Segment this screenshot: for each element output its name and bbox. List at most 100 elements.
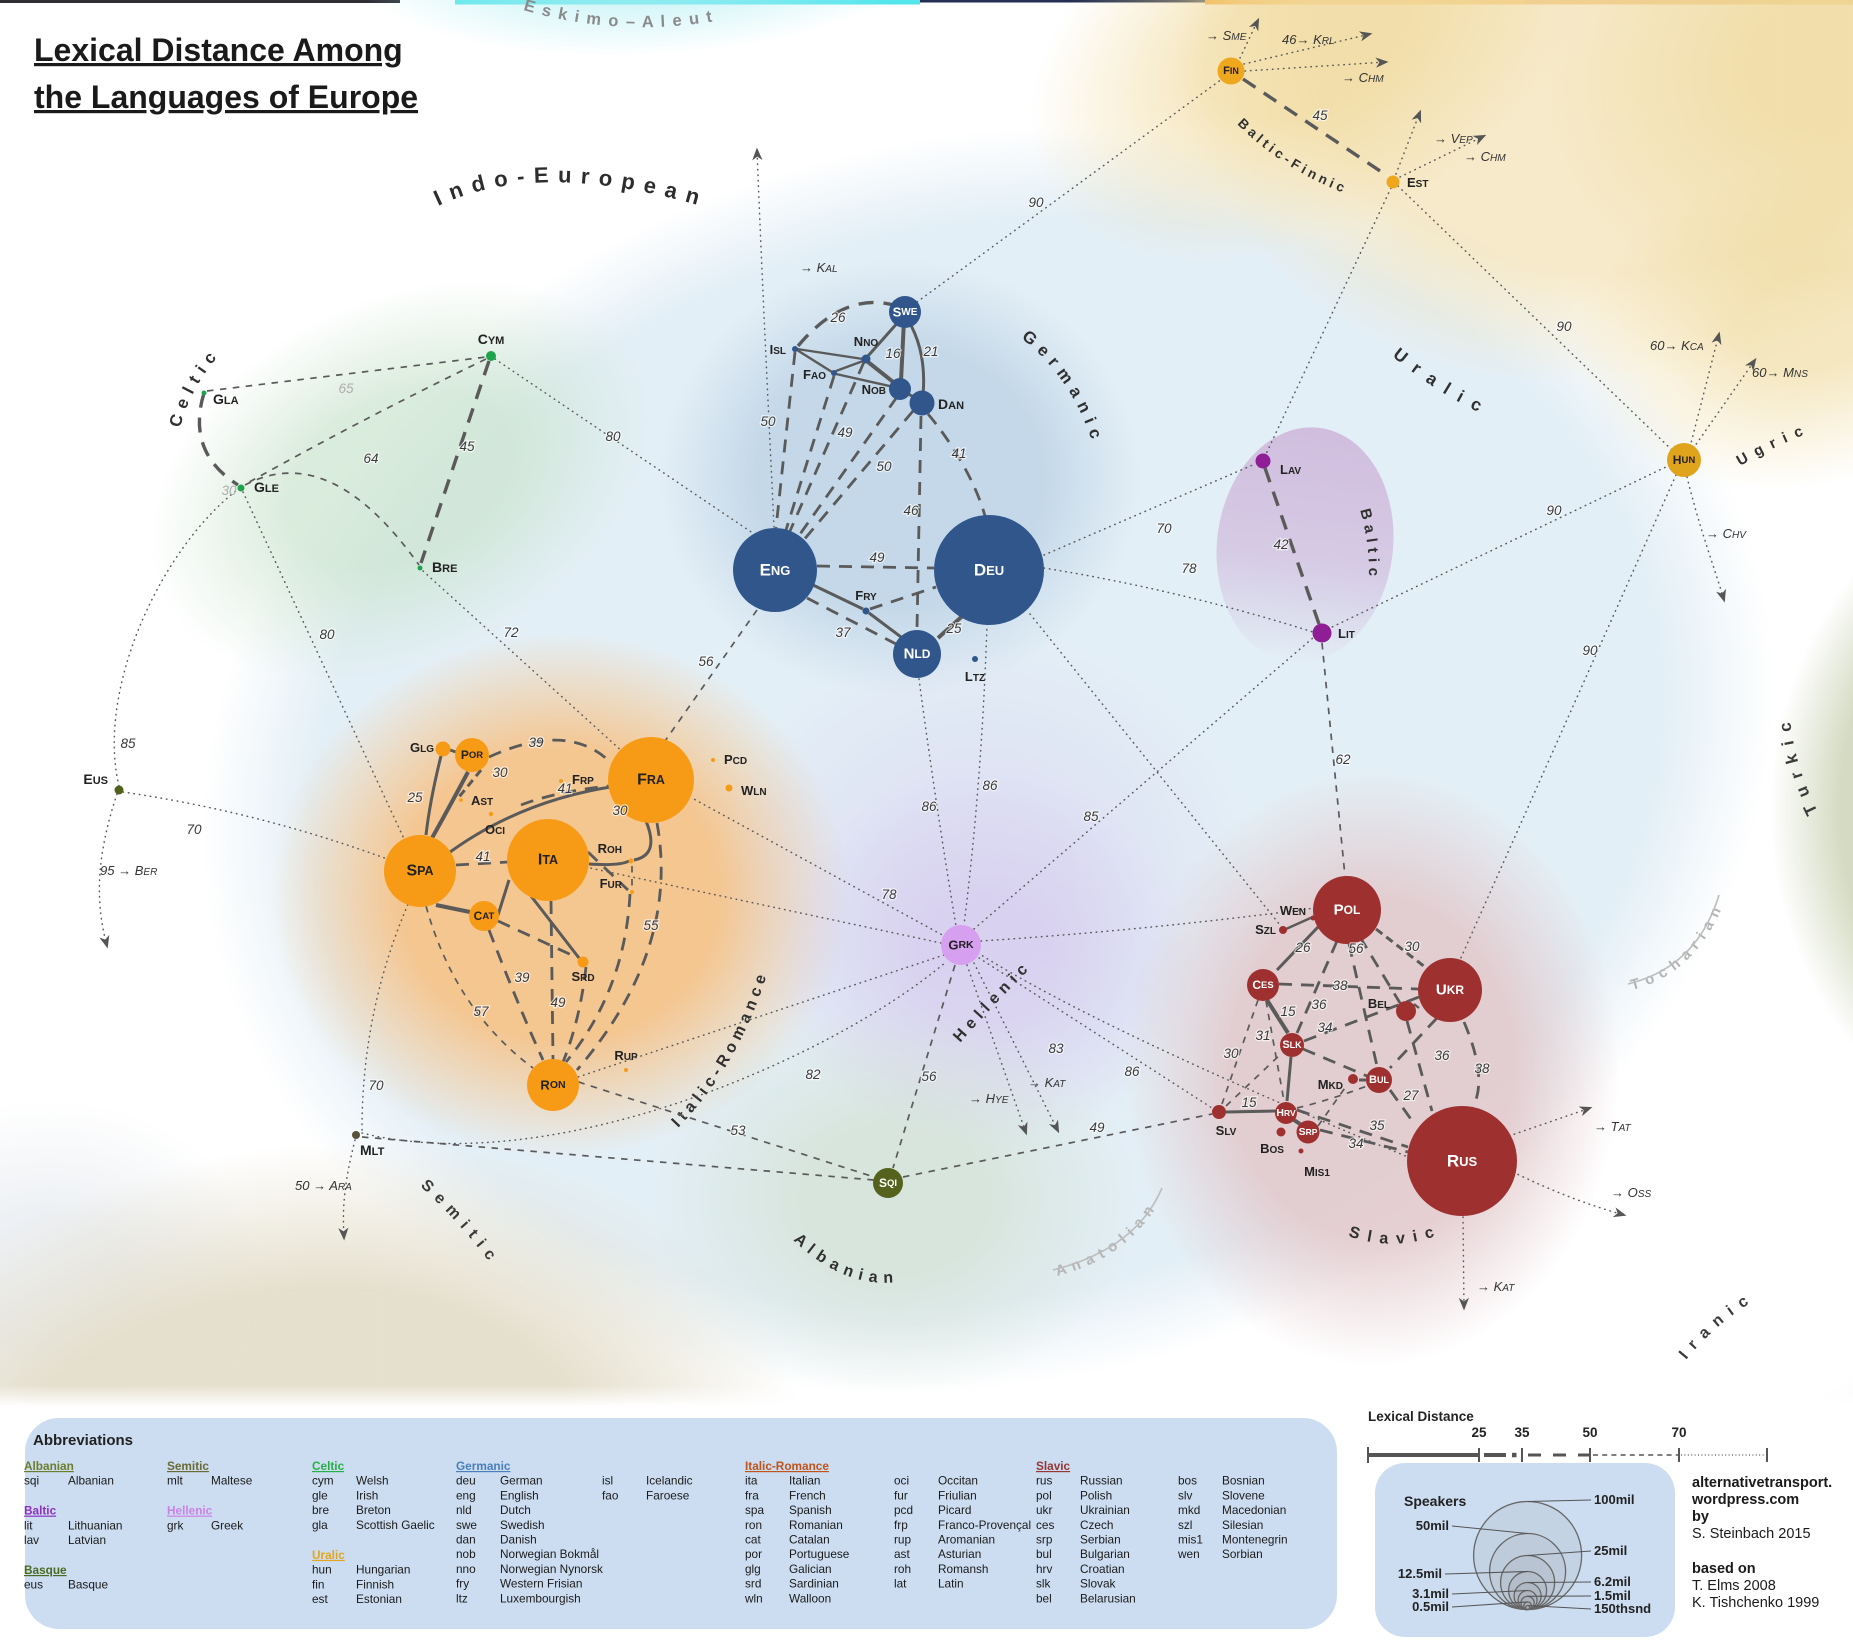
svg-text:SZL: SZL (1255, 922, 1276, 937)
svg-text:82: 82 (805, 1067, 821, 1082)
svg-text:NNO: NNO (854, 334, 879, 349)
svg-text:FRP: FRP (572, 772, 594, 787)
svg-text:MIS1: MIS1 (1304, 1164, 1330, 1179)
svg-text:35: 35 (1369, 1118, 1385, 1133)
svg-text:wordpress.com: wordpress.com (1691, 1492, 1799, 1508)
svg-text:70: 70 (1156, 521, 1172, 536)
svg-text:62: 62 (1335, 752, 1351, 767)
svg-text:PCD: PCD (724, 752, 747, 767)
svg-text:bul: bul (1036, 1547, 1052, 1561)
svg-text:6.2mil: 6.2mil (1594, 1574, 1631, 1589)
svg-text:srp: srp (1036, 1533, 1053, 1547)
svg-text:31: 31 (1255, 1028, 1270, 1043)
svg-text:90: 90 (1556, 319, 1572, 334)
svg-text:70: 70 (186, 822, 202, 837)
svg-text:→ VEP: → VEP (1434, 131, 1473, 146)
svg-text:LTZ: LTZ (965, 669, 985, 684)
svg-text:the Languages of Europe: the Languages of Europe (34, 79, 418, 115)
svg-text:GLA: GLA (213, 391, 239, 407)
svg-text:rus: rus (1036, 1474, 1052, 1488)
svg-text:S. Steinbach 2015: S. Steinbach 2015 (1692, 1526, 1811, 1542)
svg-text:slv: slv (1178, 1488, 1193, 1502)
svg-text:26: 26 (1294, 940, 1311, 955)
svg-text:→ KAT: → KAT (1028, 1075, 1066, 1090)
svg-text:Sardinian: Sardinian (789, 1577, 839, 1591)
svg-text:slk: slk (1036, 1577, 1051, 1591)
svg-text:German: German (500, 1474, 543, 1488)
svg-text:Slovak: Slovak (1080, 1577, 1116, 1591)
svg-text:SPA: SPA (406, 863, 433, 880)
svg-text:34: 34 (1348, 1136, 1363, 1151)
svg-text:15: 15 (1241, 1095, 1257, 1110)
svg-text:Croatian: Croatian (1080, 1562, 1125, 1576)
svg-text:50 → ARA: 50 → ARA (295, 1178, 352, 1193)
svg-text:fur: fur (894, 1488, 908, 1502)
svg-text:Hungarian: Hungarian (356, 1563, 410, 1577)
svg-text:25mil: 25mil (1594, 1543, 1627, 1558)
svg-text:CYM: CYM (478, 331, 505, 347)
svg-text:RUS: RUS (1447, 1152, 1478, 1171)
svg-text:pcd: pcd (894, 1503, 913, 1517)
svg-text:BRE: BRE (432, 559, 457, 575)
svg-text:→ KAL: → KAL (800, 260, 838, 275)
svg-text:Greek: Greek (211, 1518, 243, 1532)
svg-text:Latin: Latin (938, 1577, 964, 1591)
svg-text:36: 36 (1311, 997, 1327, 1012)
svg-text:swe: swe (456, 1518, 477, 1532)
svg-text:lav: lav (24, 1533, 39, 1547)
svg-text:53: 53 (730, 1123, 746, 1138)
svg-text:Estonian: Estonian (356, 1592, 402, 1606)
svg-text:55: 55 (643, 918, 659, 933)
svg-text:bre: bre (312, 1503, 329, 1517)
svg-text:50mil: 50mil (1416, 1518, 1449, 1533)
svg-text:16: 16 (885, 346, 901, 361)
svg-text:BOS: BOS (1260, 1141, 1284, 1156)
svg-text:Montenegrin: Montenegrin (1222, 1533, 1288, 1547)
svg-text:65: 65 (338, 381, 354, 396)
svg-text:Western Frisian: Western Frisian (500, 1577, 582, 1591)
svg-text:49: 49 (1089, 1120, 1105, 1135)
svg-text:glg: glg (745, 1562, 761, 1576)
svg-text:95 → BER: 95 → BER (100, 863, 157, 878)
svg-text:Basque: Basque (24, 1563, 67, 1577)
svg-text:49: 49 (869, 550, 885, 565)
svg-text:150thsnd: 150thsnd (1594, 1601, 1651, 1616)
svg-text:Lexical Distance Among: Lexical Distance Among (34, 32, 403, 68)
svg-text:Italian: Italian (789, 1474, 820, 1488)
svg-text:86: 86 (982, 778, 998, 793)
svg-text:CES: CES (1252, 978, 1273, 992)
svg-text:pol: pol (1036, 1488, 1052, 1502)
svg-text:POR: POR (461, 748, 483, 762)
svg-text:frp: frp (894, 1518, 908, 1532)
svg-text:38: 38 (1332, 978, 1348, 993)
svg-text:→ CHM: → CHM (1342, 70, 1384, 85)
svg-text:cat: cat (745, 1533, 761, 1547)
svg-text:por: por (745, 1547, 762, 1561)
svg-text:Danish: Danish (500, 1533, 537, 1547)
svg-text:GRK: GRK (948, 938, 974, 953)
svg-text:LAV: LAV (1280, 462, 1301, 477)
svg-text:NLD: NLD (904, 646, 931, 663)
svg-text:EUS: EUS (83, 771, 108, 787)
svg-text:30: 30 (221, 483, 237, 498)
svg-text:Asturian: Asturian (938, 1547, 981, 1561)
svg-text:Lexical Distance: Lexical Distance (1368, 1409, 1474, 1424)
svg-text:fry: fry (456, 1577, 469, 1591)
svg-text:Slavic: Slavic (1036, 1459, 1071, 1473)
svg-text:RON: RON (540, 1078, 565, 1093)
svg-text:49: 49 (550, 995, 566, 1010)
svg-text:Walloon: Walloon (789, 1591, 831, 1605)
svg-text:50: 50 (1582, 1425, 1597, 1440)
svg-text:SRD: SRD (571, 969, 594, 984)
svg-text:Albanian: Albanian (68, 1474, 114, 1488)
svg-text:K. Tishchenko 1999: K. Tishchenko 1999 (1692, 1595, 1819, 1611)
svg-text:Maltese: Maltese (211, 1474, 253, 1488)
svg-text:Swedish: Swedish (500, 1518, 545, 1532)
svg-text:86: 86 (921, 799, 937, 814)
svg-text:→ HYE: → HYE (969, 1091, 1009, 1106)
svg-text:26: 26 (829, 310, 846, 325)
svg-text:mlt: mlt (167, 1474, 183, 1488)
svg-text:WEN: WEN (1280, 903, 1306, 918)
svg-text:BEL: BEL (1368, 996, 1390, 1011)
svg-text:46→ KRL: 46→ KRL (1282, 32, 1335, 47)
